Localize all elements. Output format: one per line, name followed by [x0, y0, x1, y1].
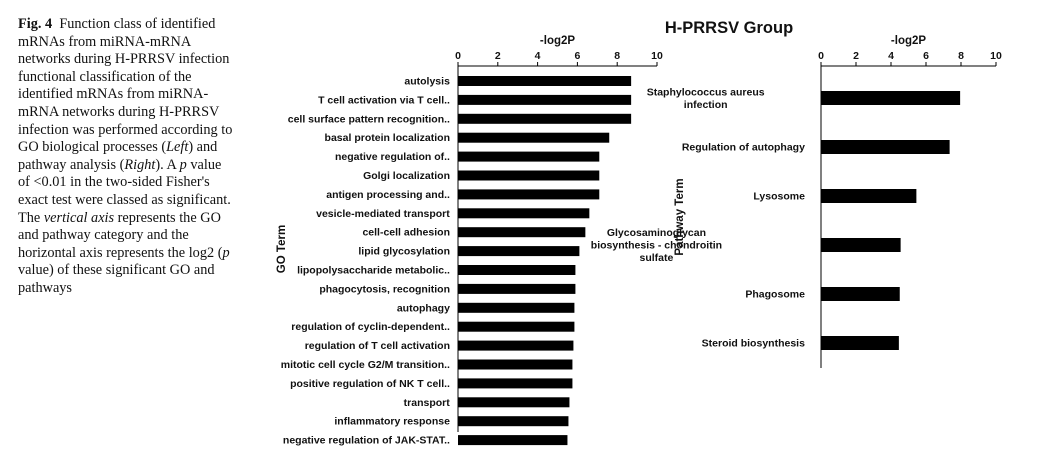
go-category-label-0: autolysis — [404, 76, 450, 88]
go-category-label-7: vesicle-mediated transport — [316, 208, 450, 220]
go-bar-14 — [458, 340, 574, 351]
figure-caption: Fig. 4 Function class of identified mRNA… — [18, 16, 233, 298]
go-category-label-18: inflammatory response — [334, 416, 450, 428]
go-bar-1 — [458, 94, 632, 105]
go-x-tick-label-2: 4 — [535, 50, 541, 62]
caption-p-letter-2: p — [222, 244, 230, 261]
go-bar-7 — [458, 208, 590, 219]
go-x-tick-label-0: 0 — [455, 50, 461, 62]
go-bar-16 — [458, 378, 573, 389]
pathway-x-tick-label-3: 6 — [923, 50, 929, 62]
caption-text-5: represents the GO and pathway category a… — [18, 209, 223, 261]
go-bar-3 — [458, 132, 610, 143]
pathway-bar-0 — [821, 91, 961, 105]
go-category-label-12: autophagy — [397, 302, 450, 314]
go-bar-10 — [458, 265, 576, 275]
go-category-label-8: cell-cell adhesion — [362, 227, 450, 239]
go-category-label-4: negative regulation of.. — [335, 151, 450, 163]
go-y-axis-title: GO Term — [276, 225, 288, 273]
go-bar-4 — [458, 151, 600, 162]
pathway-x-tick-label-4: 8 — [958, 50, 964, 62]
caption-text-4: value of <0.01 in the two-sided Fisher's… — [18, 156, 231, 226]
go-bar-18 — [458, 416, 569, 427]
pathway-bar-3 — [821, 238, 901, 252]
go-x-tick-label-4: 8 — [614, 50, 620, 62]
caption-text-3: ). A — [155, 156, 180, 173]
caption-left-word: Left — [166, 139, 189, 156]
pathway-category-label-1: Regulation of autophagy — [682, 142, 805, 154]
caption-text-2: ) and pathway analysis ( — [18, 139, 218, 173]
pathway-term-chart: -log2P 0 2 4 6 8 10 Pathway Term Staphylococcus … — [591, 35, 1002, 368]
go-x-tick-label-1: 2 — [495, 50, 501, 62]
go-term-chart: -log2P 0 2 4 6 8 10 GO Term autolysis T cell acti… — [276, 35, 663, 447]
pathway-bar-2 — [821, 189, 917, 203]
pathway-bar-4 — [821, 287, 900, 301]
go-category-label-19: negative regulation of JAK-STAT.. — [283, 435, 450, 447]
go-category-label-17: transport — [404, 397, 451, 409]
go-category-label-3: basal protein localization — [325, 132, 450, 144]
go-bar-13 — [458, 321, 575, 332]
pathway-bar-5 — [821, 336, 899, 350]
go-bar-19 — [458, 435, 568, 446]
go-category-label-9: lipid glycosylation — [358, 246, 450, 258]
pathway-category-label-3: Glycosaminoglycan biosynthesis - chondroi… — [591, 227, 722, 264]
caption-text-6: value) of these significant GO and pathw… — [18, 262, 215, 296]
caption-vertical-axis: vertical axis — [43, 209, 115, 226]
go-bar-9 — [458, 246, 580, 257]
pathway-category-label-2: Lysosome — [753, 191, 805, 203]
go-x-tick-label-3: 6 — [574, 50, 580, 62]
go-category-label-13: regulation of cyclin-dependent.. — [291, 321, 450, 333]
go-bar-15 — [458, 359, 573, 370]
pathway-x-tick-label-2: 4 — [888, 50, 894, 62]
go-category-label-6: antigen processing and.. — [326, 189, 450, 201]
pathway-y-axis-title: Pathway Term — [674, 178, 686, 255]
pathway-x-tick-label-5: 10 — [990, 50, 1002, 62]
go-bar-8 — [458, 227, 586, 238]
pathway-category-label-4: Phagosome — [745, 289, 805, 301]
go-bar-11 — [458, 283, 576, 294]
caption-right-word: Right — [124, 156, 156, 173]
go-x-axis-label: -log2P — [540, 35, 575, 47]
caption-text-1: Function class of identified mRNAs from … — [18, 16, 233, 156]
go-category-label-15: mitotic cell cycle G2/M transition.. — [281, 359, 450, 371]
pathway-bar-1 — [821, 140, 950, 154]
pathway-category-label-5: Steroid biosynthesis — [702, 338, 805, 350]
pathway-x-tick-label-1: 2 — [853, 50, 859, 62]
go-bar-6 — [458, 189, 600, 200]
go-bar-12 — [458, 302, 575, 313]
pathway-category-label-0: Staphylococcus aureus infection — [647, 86, 765, 111]
go-category-label-5: Golgi localization — [363, 170, 450, 182]
caption-p-letter: p — [179, 156, 187, 173]
pathway-x-tick-label-0: 0 — [818, 50, 824, 62]
go-category-label-1: T cell activation via T cell.. — [318, 94, 450, 106]
go-bar-2 — [458, 113, 632, 124]
go-x-tick-label-5: 10 — [651, 50, 663, 62]
pathway-x-axis-label: -log2P — [891, 35, 926, 47]
figure-label: Fig. 4 — [18, 16, 53, 32]
go-category-label-10: lipopolysaccharide metabolic.. — [297, 265, 450, 277]
go-category-label-11: phagocytosis, recognition — [319, 283, 450, 295]
go-category-label-16: positive regulation of NK T cell.. — [290, 378, 450, 390]
go-bar-0 — [458, 76, 632, 86]
go-category-label-14: regulation of T cell activation — [305, 340, 450, 352]
go-category-label-2: cell surface pattern recognition.. — [288, 113, 450, 125]
group-title: H-PRRSV Group — [665, 19, 793, 37]
go-bar-5 — [458, 170, 600, 181]
go-bar-17 — [458, 397, 570, 408]
